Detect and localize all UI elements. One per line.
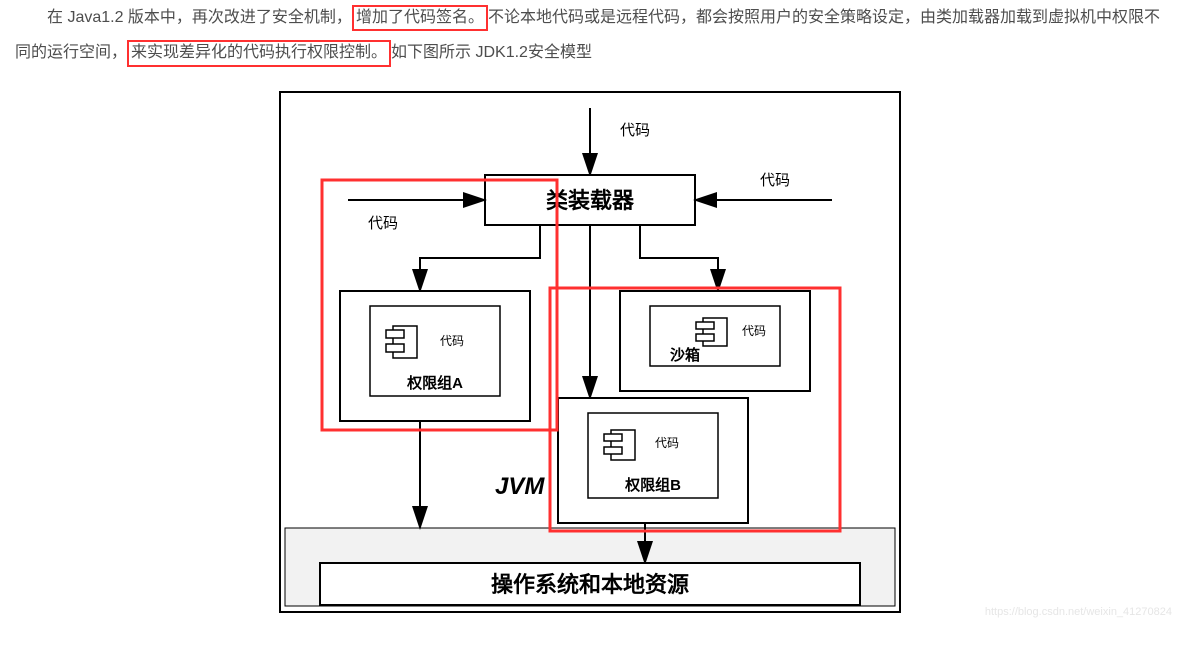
text-p1c: 如下图所示 JDK1.2安全模型	[391, 44, 592, 61]
os-label: 操作系统和本地资源	[491, 572, 689, 597]
groupB-code-label: 代码	[655, 436, 679, 450]
highlight-1: 增加了代码签名。	[352, 5, 488, 31]
diagram-wrapper: 代码 类装载器 代码 代码 代码 权限组A	[0, 80, 1180, 620]
sandbox-code-label: 代码	[742, 324, 766, 338]
sandbox-label: 沙箱	[670, 346, 700, 364]
label-code-left: 代码	[368, 215, 398, 232]
text-p1a: 在 Java1.2 版本中，再次改进了安全机制，	[47, 9, 352, 26]
groupA-code-label: 代码	[440, 334, 464, 348]
label-code-right: 代码	[760, 172, 790, 189]
groupA-label: 权限组A	[406, 374, 463, 392]
watermark: https://blog.csdn.net/weixin_41270824	[985, 606, 1172, 618]
label-code-top: 代码	[620, 122, 650, 139]
paragraph-block: 在 Java1.2 版本中，再次改进了安全机制，增加了代码签名。不论本地代码或是…	[0, 0, 1180, 70]
highlight-2: 来实现差异化的代码执行权限控制。	[127, 40, 391, 66]
jvm-label: JVM	[495, 473, 545, 500]
groupB-label: 权限组B	[624, 476, 681, 494]
jdk12-security-diagram: 代码 类装载器 代码 代码 代码 权限组A	[240, 80, 940, 620]
classloader-label: 类装载器	[546, 188, 635, 213]
